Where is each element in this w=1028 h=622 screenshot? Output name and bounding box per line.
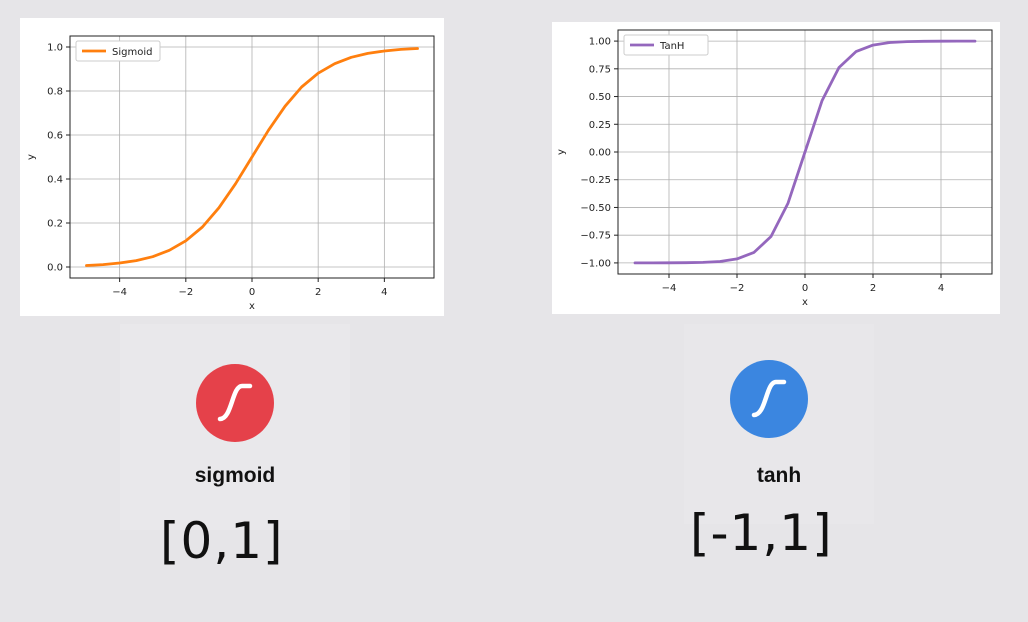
sigmoid-label: sigmoid xyxy=(194,464,276,487)
y-tick-label: 0.6 xyxy=(47,131,63,142)
sigmoid-chart-svg: −4 −2 0 2 4 0.0 0.2 0.4 0.6 0.8 1.0 x y Sigmoid xyxy=(26,35,435,312)
x-tick-label: 0 xyxy=(249,287,255,298)
y-tick-label: −1.00 xyxy=(580,258,611,269)
legend-box xyxy=(623,34,709,56)
tanh-chart: −4 −2 0 2 4 −1.00 −0.75 −0.50 −0.25 0.00 0.25 0.50 0… xyxy=(552,22,1000,314)
y-tick-label: 0.75 xyxy=(589,64,611,75)
y-tick-label: −0.50 xyxy=(580,203,611,214)
x-tick-label: −4 xyxy=(662,283,677,294)
y-tick-label: 1.00 xyxy=(589,37,611,48)
x-tick-label: −4 xyxy=(112,287,127,298)
tanh-card: tanh xyxy=(684,324,874,524)
x-tick-label: 4 xyxy=(938,283,944,294)
x-tick-label: 2 xyxy=(315,287,321,298)
sigmoid-range-text: [0,1] xyxy=(160,512,284,570)
y-tick-label: 0.25 xyxy=(589,120,611,131)
x-tick-label: 0 xyxy=(802,283,808,294)
y-tick-label: 0.4 xyxy=(47,175,63,186)
y-tick-label: −0.75 xyxy=(580,231,611,242)
tanh-label: tanh xyxy=(756,464,802,487)
series-line-sigmoid xyxy=(85,47,419,267)
y-tick-label: 0.50 xyxy=(589,92,611,103)
series-line-tanh xyxy=(633,39,977,265)
y-axis-label: y xyxy=(556,149,567,155)
x-tick-label: −2 xyxy=(178,287,193,298)
y-tick-label: 0.2 xyxy=(47,219,63,230)
x-tick-label: 2 xyxy=(870,283,876,294)
y-tick-label: 0.00 xyxy=(589,148,611,159)
sigmoid-curve-icon xyxy=(196,364,274,442)
legend-label: Sigmoid xyxy=(112,47,152,58)
x-axis-label: x xyxy=(249,301,255,312)
sigmoid-card: sigmoid xyxy=(120,324,350,530)
y-axis-label: y xyxy=(26,154,37,160)
tanh-range-text: [-1,1] xyxy=(690,504,833,562)
tanh-curve-icon xyxy=(730,360,808,438)
y-tick-label: 1.0 xyxy=(47,43,63,54)
y-tick-label: 0.8 xyxy=(47,87,63,98)
x-axis-label: x xyxy=(802,297,808,308)
x-tick-label: −2 xyxy=(730,283,745,294)
legend-box xyxy=(75,40,161,62)
x-tick-label: 4 xyxy=(381,287,387,298)
y-tick-label: 0.0 xyxy=(47,263,63,274)
y-tick-label: −0.25 xyxy=(580,175,611,186)
legend-label: TanH xyxy=(659,41,684,52)
tanh-chart-svg: −4 −2 0 2 4 −1.00 −0.75 −0.50 −0.25 0.00 0.25 0.50 0… xyxy=(556,29,993,308)
sigmoid-chart: −4 −2 0 2 4 0.0 0.2 0.4 0.6 0.8 1.0 x y Sigmoid xyxy=(20,18,444,316)
